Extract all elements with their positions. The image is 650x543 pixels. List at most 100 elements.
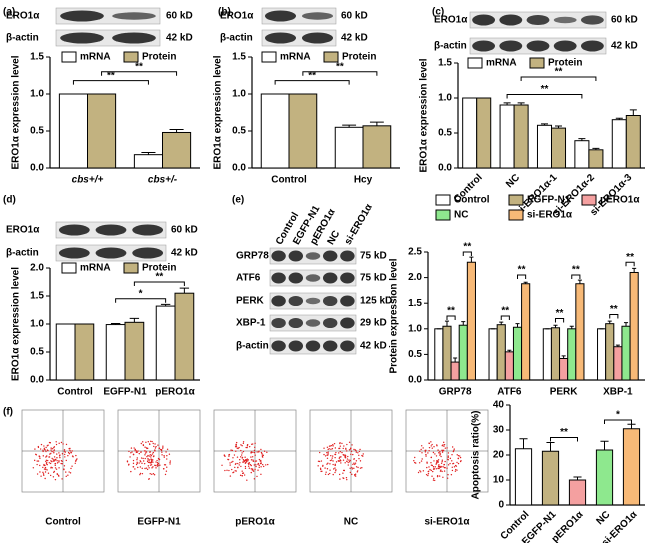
flow-dot — [246, 443, 249, 446]
significance-bracket — [72, 80, 149, 85]
flow-dot — [342, 469, 345, 472]
bar — [588, 149, 604, 169]
flow-dot — [32, 467, 35, 469]
y-tick-label: 0.0 — [30, 163, 44, 174]
error-bar — [369, 121, 384, 126]
flow-dot — [60, 462, 62, 465]
flow-dot — [260, 462, 262, 465]
flow-dot — [250, 459, 253, 461]
flow-dot — [221, 464, 223, 467]
flow-dot — [432, 479, 435, 481]
flow-dot — [451, 469, 454, 472]
flow-dot — [139, 466, 142, 468]
flow-dot — [70, 451, 72, 453]
x-tick-label: GRP78 — [439, 387, 472, 398]
flow-dot — [148, 478, 150, 480]
flow-dot — [144, 457, 146, 460]
flow-dot — [359, 448, 361, 451]
flow-dot — [332, 444, 334, 446]
blot-band — [112, 12, 156, 20]
bar — [595, 449, 614, 506]
flow-dot — [37, 460, 40, 462]
flow-dot — [144, 467, 146, 470]
y-tick-label: 0 — [498, 500, 504, 511]
flow-dot — [230, 449, 232, 451]
flow-dot — [48, 456, 51, 458]
flow-dot — [436, 461, 438, 463]
flow-dot — [142, 444, 145, 446]
legend-label: EGFP-N1 — [527, 195, 571, 206]
flow-dot — [65, 475, 67, 478]
flow-dot — [250, 451, 253, 454]
flow-dot — [156, 462, 159, 464]
flow-dot — [352, 453, 354, 456]
flow-dot — [248, 462, 251, 464]
blot-band — [301, 32, 334, 44]
flow-dot — [56, 473, 59, 476]
flow-dot — [439, 450, 441, 453]
blot-band — [322, 317, 338, 329]
flow-dot — [64, 451, 66, 453]
flow-dot — [229, 475, 232, 477]
flow-dot — [319, 468, 322, 471]
flow-label: si-ERO1α — [424, 517, 470, 528]
flow-dot — [71, 450, 73, 452]
flow-dot — [58, 460, 60, 462]
flow-dot — [339, 456, 341, 458]
flow-dot — [67, 451, 70, 454]
flow-dot — [454, 470, 457, 472]
flow-dot — [227, 458, 230, 461]
flow-dot — [52, 450, 55, 452]
flow-dot — [430, 469, 432, 472]
y-tick-label: 1.5 — [232, 52, 246, 63]
flow-dot — [355, 466, 358, 468]
flow-dot — [71, 455, 74, 457]
flow-dot — [342, 472, 344, 474]
flow-dot — [348, 449, 351, 451]
flow-dot — [441, 459, 444, 461]
flow-dot — [140, 451, 142, 453]
panel-label: (e) — [232, 195, 244, 206]
x-tick-label: pERO1α — [155, 387, 195, 398]
flow-dot — [347, 455, 349, 458]
flow-dot — [130, 470, 132, 473]
blot-band — [288, 317, 304, 329]
flow-dot — [260, 461, 262, 463]
flow-dot — [253, 464, 256, 466]
blot-row-label: GRP78 — [236, 251, 269, 262]
bar — [541, 450, 560, 506]
flow-dot — [252, 460, 255, 462]
flow-dot — [440, 466, 442, 469]
flow-dot — [425, 453, 427, 456]
blot-row-label: ATF6 — [236, 273, 261, 284]
flow-dot — [346, 458, 349, 460]
flow-dot — [253, 478, 256, 480]
flow-dot — [246, 479, 248, 481]
y-tick-label: 1.0 — [30, 319, 44, 330]
bar — [513, 104, 529, 169]
flow-dot — [55, 441, 57, 443]
flow-dot — [419, 450, 421, 452]
flow-dot — [327, 473, 330, 476]
x-tick-label: XBP-1 — [603, 387, 633, 398]
flow-dot — [42, 473, 45, 475]
x-tick-label: cbs+/+ — [72, 175, 104, 186]
flow-dot — [231, 461, 233, 463]
flow-dot — [258, 451, 260, 453]
significance-bracket — [609, 313, 619, 319]
significance-label: ** — [107, 70, 115, 81]
flow-dot — [70, 467, 72, 470]
legend-swatch — [467, 57, 483, 69]
flow-dot — [65, 443, 68, 446]
flow-dot — [438, 452, 440, 454]
flow-dot — [358, 450, 361, 453]
flow-dot — [437, 461, 439, 463]
flow-dot — [141, 467, 143, 470]
blot-band — [322, 295, 338, 307]
error-bar — [569, 325, 574, 329]
flow-dot — [239, 474, 242, 477]
flow-dot — [339, 478, 341, 480]
flow-dot — [329, 445, 331, 447]
flow-dot — [353, 467, 355, 470]
flow-dot — [317, 465, 319, 467]
